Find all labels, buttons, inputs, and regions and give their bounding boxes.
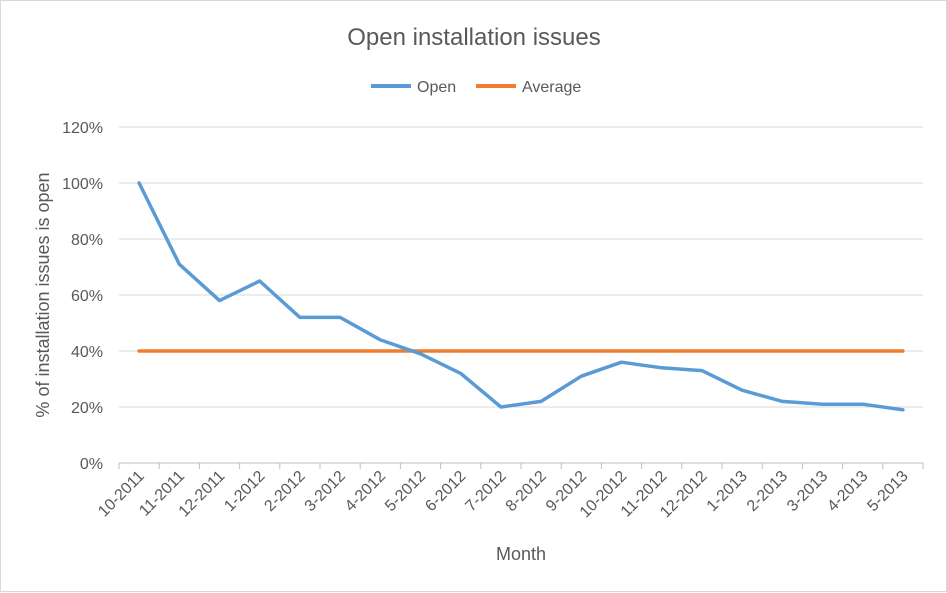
chart-title: Open installation issues	[347, 24, 600, 51]
x-tick-label: 8-2012	[503, 468, 550, 515]
legend-label-average: Average	[522, 79, 581, 96]
y-tick-label: 20%	[71, 400, 103, 417]
x-tick-label: 3-2013	[784, 468, 831, 515]
y-axis-title: % of installation issues is open	[33, 172, 53, 417]
x-tick-label: 1-2012	[221, 468, 268, 515]
series-lines	[139, 183, 903, 410]
x-tick-label: 4-2013	[824, 468, 871, 515]
y-tick-label: 100%	[62, 176, 103, 193]
x-axis-title: Month	[496, 544, 546, 564]
y-tick-label: 60%	[71, 288, 103, 305]
x-tick-label: 5-2012	[382, 468, 429, 515]
x-tick-label: 2-2013	[744, 468, 791, 515]
y-tick-label: 120%	[62, 120, 103, 137]
y-tick-label: 80%	[71, 232, 103, 249]
legend-label-open: Open	[417, 79, 456, 96]
gridlines	[119, 127, 923, 463]
x-tick-label: 6-2012	[422, 468, 469, 515]
y-tick-label: 0%	[80, 456, 103, 473]
x-tick-label: 5-2013	[864, 468, 911, 515]
x-tick-label: 2-2012	[261, 468, 308, 515]
y-tick-labels: 0% 20% 40% 60% 80% 100% 120%	[62, 120, 103, 473]
y-tick-label: 40%	[71, 344, 103, 361]
x-tick-label: 1-2013	[704, 468, 751, 515]
series-line-open	[139, 183, 903, 410]
x-tick-labels: 10-201111-201112-20111-20122-20123-20124…	[95, 463, 923, 521]
x-tick-label: 4-2012	[342, 468, 389, 515]
legend: Open Average	[371, 79, 581, 96]
x-tick-label: 3-2012	[302, 468, 349, 515]
x-tick-label: 7-2012	[462, 468, 509, 515]
